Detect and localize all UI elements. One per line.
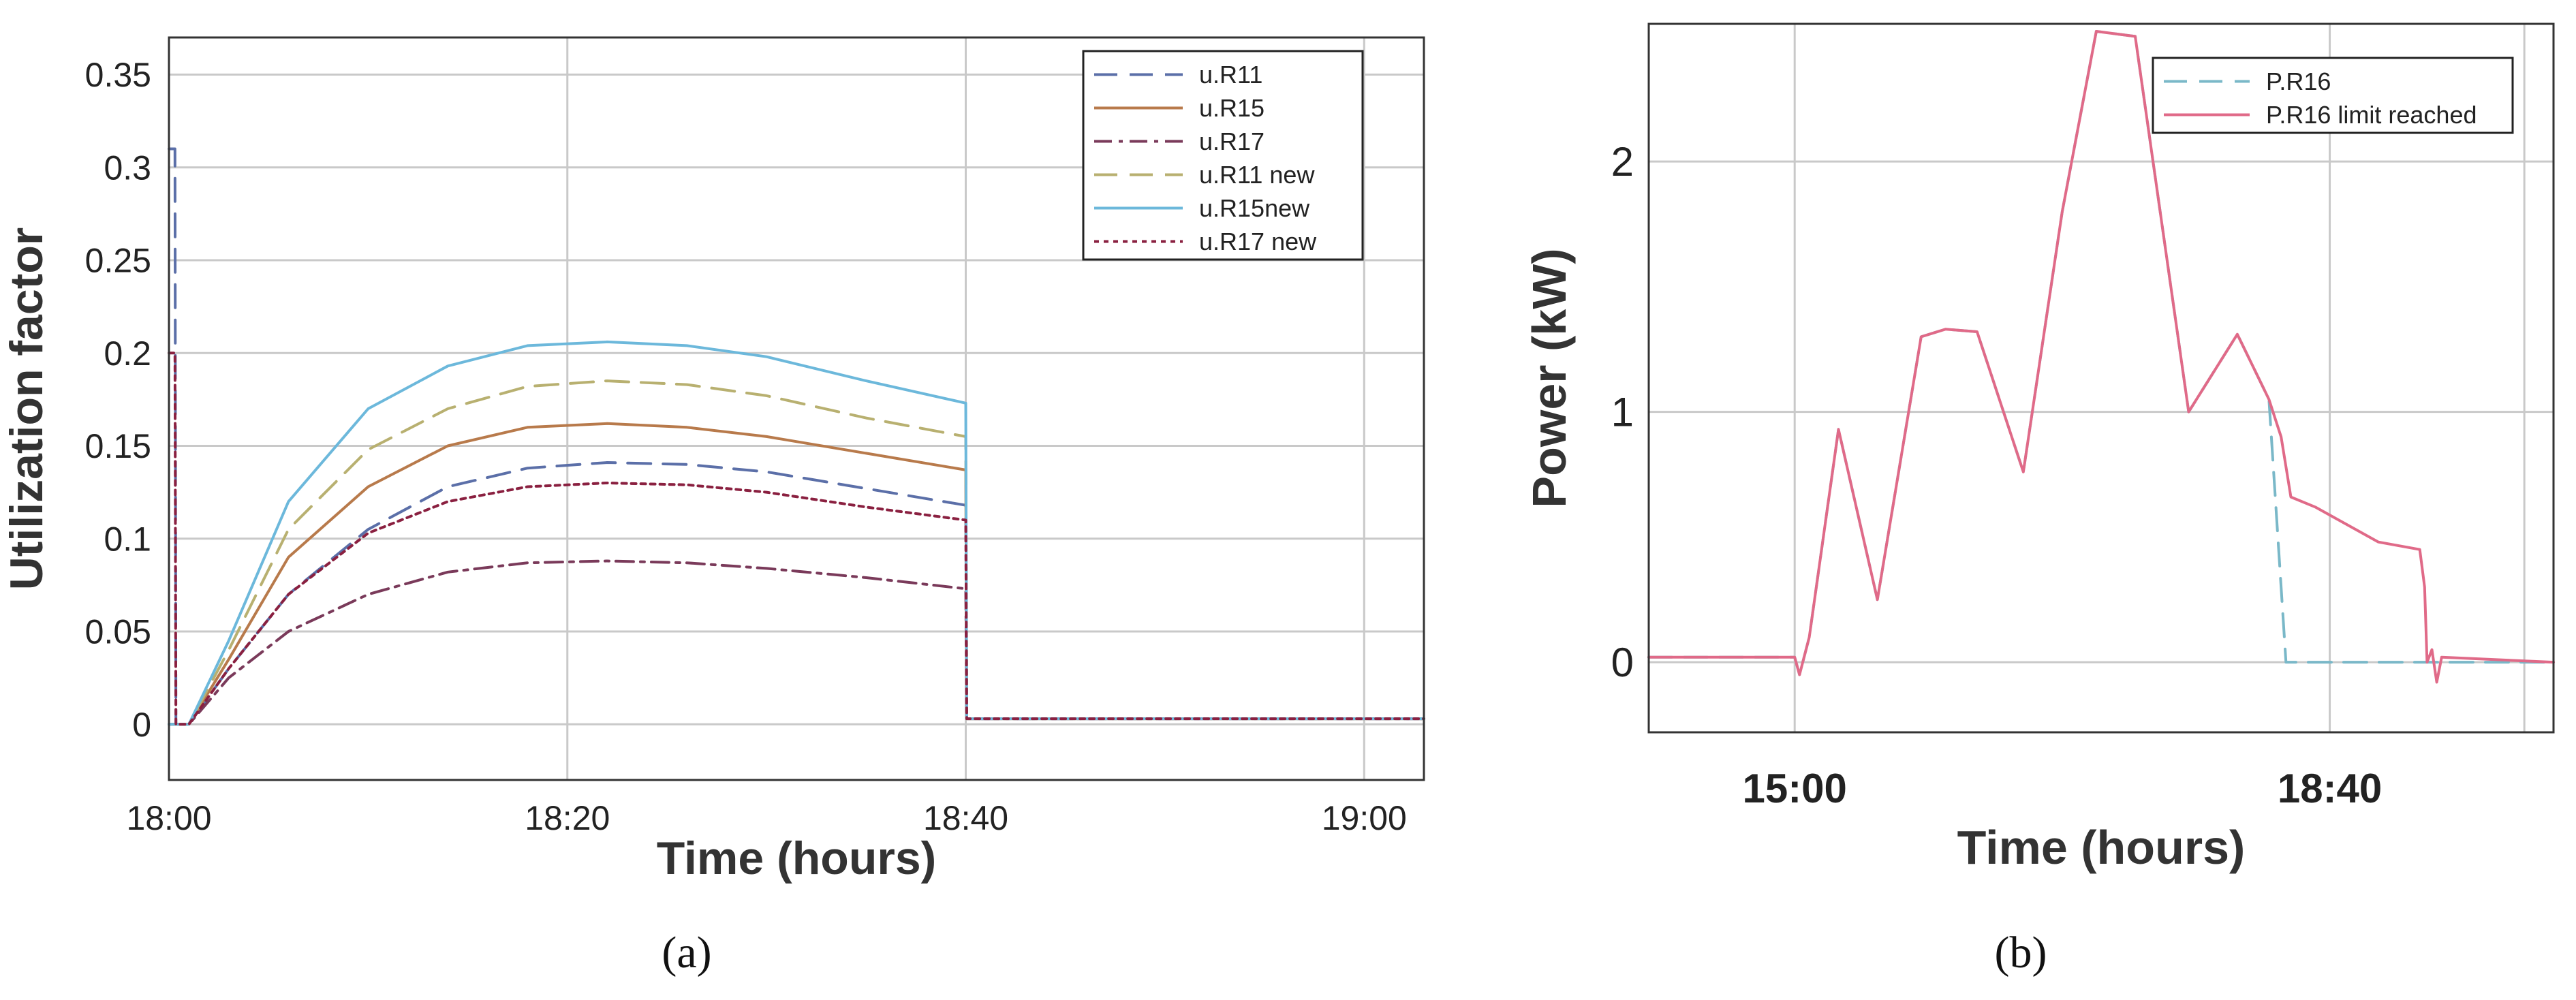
series-line-2 [168, 422, 1425, 726]
series-line-5 [168, 340, 1425, 726]
legend-label-5: u.R15new [1199, 194, 1310, 222]
legend-label-3: u.R17 [1199, 127, 1264, 155]
series-line-2 [1647, 30, 2555, 684]
y-tick-label: 0 [1611, 640, 1634, 685]
y-tick-label: 0.05 [85, 613, 151, 651]
x-tick-label: 19:00 [1322, 799, 1407, 837]
chart-panel-a: 18:00 18:20 18:40 19:00 0 0.05 0.1 0.15 0.2 0.25 0… [1, 36, 1425, 884]
x-tick-label: 18:40 [2278, 766, 2382, 811]
x-tick-label: 18:40 [923, 799, 1008, 837]
legend-label-4: u.R11 new [1199, 161, 1315, 189]
series-line-6 [168, 351, 1425, 726]
y-tick-label: 0.35 [85, 56, 151, 94]
legend-label-2: u.R15 [1199, 94, 1264, 122]
x-tick-label: 18:00 [126, 799, 211, 837]
plot-frame [168, 36, 1425, 781]
plot-frame [1647, 22, 2555, 734]
y-axis-label: Utilization factor [1, 228, 52, 591]
legend-label-6: u.R17 new [1199, 228, 1317, 255]
plot-area [1649, 24, 2554, 732]
panel-b-caption: (b) [1995, 928, 2047, 978]
x-axis-label: Time (hours) [657, 832, 937, 884]
y-tick-label: 0 [132, 706, 151, 744]
panel-a-caption: (a) [662, 928, 711, 978]
y-tick-label: 0.15 [85, 427, 151, 465]
y-tick-label: 2 [1611, 139, 1634, 185]
series-line-4 [168, 379, 1425, 726]
y-tick-label: 0.2 [104, 334, 151, 373]
y-tick-label: 0.3 [104, 149, 151, 187]
legend-box [1082, 50, 1364, 261]
legend-label-1: P.R16 [2266, 67, 2331, 95]
legend: u.R11 u.R15 u.R17 u.R11 new u.R15new u.R17 ne… [1082, 50, 1364, 261]
legend-box [2152, 57, 2514, 134]
legend: P.R16 P.R16 limit reached [2152, 57, 2514, 134]
chart-panel-b: 15:00 18:40 0 1 2 Time (hours) Power (kW) P.R16… [1523, 22, 2555, 874]
x-axis-label: Time (hours) [1957, 821, 2246, 874]
y-axis-label: Power (kW) [1523, 248, 1576, 507]
grid [1649, 24, 2554, 732]
x-tick-label: 18:20 [525, 799, 610, 837]
y-tick-label: 1 [1611, 390, 1634, 435]
legend-label-1: u.R11 [1199, 61, 1262, 89]
y-tick-label: 0.25 [85, 242, 151, 280]
x-tick-label: 15:00 [1742, 766, 1846, 811]
series-line-3 [168, 559, 1425, 726]
y-tick-label: 0.1 [104, 520, 151, 558]
legend-label-2: P.R16 limit reached [2266, 101, 2477, 129]
